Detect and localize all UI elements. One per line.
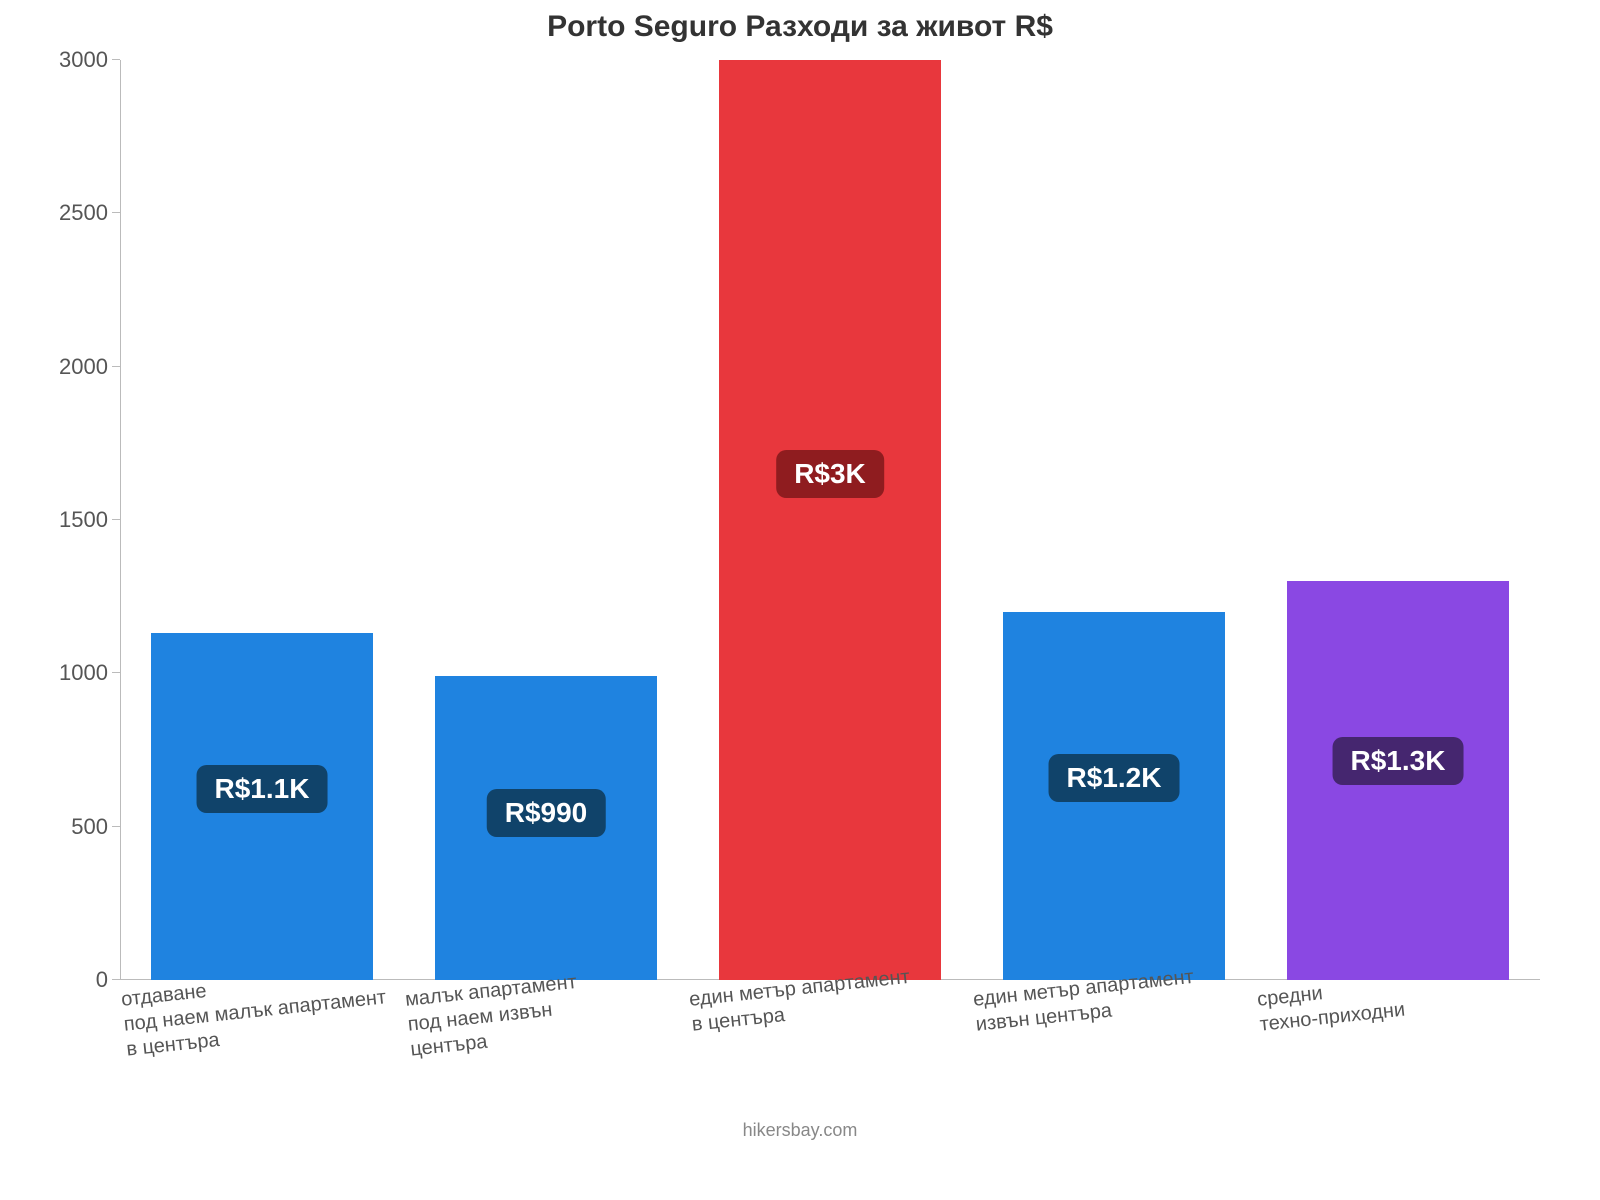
bar-value-label: R$1.2K: [1049, 754, 1180, 802]
attribution: hikersbay.com: [0, 1120, 1600, 1141]
y-tick-mark: [112, 519, 120, 520]
y-tick-label: 3000: [59, 47, 120, 73]
x-category-label: среднитехно-приходни: [1256, 973, 1406, 1038]
y-axis-line: [120, 60, 121, 980]
bar: R$990: [435, 676, 657, 980]
bar: R$3K: [719, 60, 941, 980]
bar: R$1.2K: [1003, 612, 1225, 980]
y-tick-mark: [112, 672, 120, 673]
bar-value-label: R$3K: [776, 450, 884, 498]
y-tick-mark: [112, 979, 120, 980]
plot-area: 050010001500200025003000R$1.1Kотдаванепо…: [120, 60, 1540, 980]
y-tick-mark: [112, 826, 120, 827]
y-tick-label: 0: [96, 967, 120, 993]
y-tick-mark: [112, 59, 120, 60]
bar: R$1.1K: [151, 633, 373, 980]
y-tick-label: 1500: [59, 507, 120, 533]
y-tick-label: 1000: [59, 660, 120, 686]
bar-value-label: R$1.1K: [197, 765, 328, 813]
y-tick-label: 2000: [59, 354, 120, 380]
y-tick-mark: [112, 366, 120, 367]
x-category-label: малък апартаментпод наем извънцентъра: [404, 970, 583, 1063]
y-tick-label: 500: [71, 814, 120, 840]
y-tick-mark: [112, 212, 120, 213]
cost-of-living-chart: Porto Seguro Разходи за живот R$ 0500100…: [0, 0, 1600, 1200]
chart-title: Porto Seguro Разходи за живот R$: [0, 10, 1600, 44]
bar: R$1.3K: [1287, 581, 1509, 980]
bar-value-label: R$1.3K: [1333, 737, 1464, 785]
bar-value-label: R$990: [487, 789, 606, 837]
y-tick-label: 2500: [59, 200, 120, 226]
